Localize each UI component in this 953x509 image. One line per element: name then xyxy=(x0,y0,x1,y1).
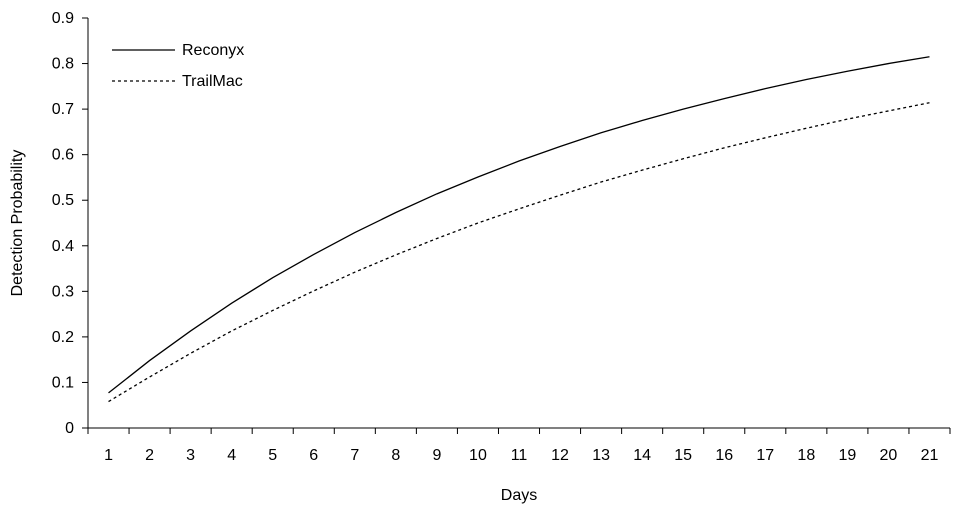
x-tick-label: 10 xyxy=(469,447,487,464)
y-tick-label: 0.8 xyxy=(52,56,74,73)
y-tick-label: 0.3 xyxy=(52,283,74,300)
x-tick-label: 8 xyxy=(391,447,400,464)
y-tick-label: 0.1 xyxy=(52,374,74,391)
x-tick-label: 18 xyxy=(797,447,815,464)
x-axis-ticks: 1 2 3 4 5 6 7 8 9 10 11 12 13 14 15 16 17 18 19 20 21 xyxy=(87,428,951,464)
x-tick-label: 1 xyxy=(104,447,113,464)
y-tick-label: 0.6 xyxy=(52,147,74,164)
y-tick-label: 0.9 xyxy=(52,10,74,27)
x-tick-label: 3 xyxy=(186,447,195,464)
y-tick-label: 0.2 xyxy=(52,329,74,346)
y-tick-label: 0.4 xyxy=(52,238,74,255)
x-tick-label: 12 xyxy=(551,447,569,464)
x-tick-label: 17 xyxy=(756,447,774,464)
x-tick-label: 15 xyxy=(674,447,692,464)
x-tick-label: 7 xyxy=(350,447,359,464)
x-tick-label: 6 xyxy=(309,447,318,464)
legend-label-reconyx: Reconyx xyxy=(182,42,244,59)
x-tick-label: 2 xyxy=(145,447,154,464)
x-tick-label: 4 xyxy=(227,447,236,464)
x-tick-label: 19 xyxy=(838,447,856,464)
x-axis-title: Days xyxy=(501,487,537,504)
x-tick-label: 5 xyxy=(268,447,277,464)
series-line-trailmac xyxy=(108,102,930,403)
x-tick-label: 20 xyxy=(880,447,898,464)
x-tick-label: 14 xyxy=(633,447,651,464)
series-layer xyxy=(108,56,930,403)
y-tick-label: 0.5 xyxy=(52,192,74,209)
x-tick-label: 13 xyxy=(592,447,610,464)
legend: Reconyx TrailMac xyxy=(112,42,244,90)
series-line-reconyx xyxy=(108,56,930,394)
legend-label-trailmac: TrailMac xyxy=(182,73,243,90)
x-tick-label: 9 xyxy=(432,447,441,464)
y-tick-label: 0.7 xyxy=(52,101,74,118)
x-tick-label: 11 xyxy=(511,447,528,464)
y-tick-label: 0 xyxy=(65,420,74,437)
x-tick-label: 16 xyxy=(715,447,733,464)
x-tick-label: 21 xyxy=(921,447,939,464)
y-axis-ticks: 0 0.1 0.2 0.3 0.4 0.5 0.6 0.7 0.8 0.9 xyxy=(52,10,88,437)
y-axis-title: Detection Probability xyxy=(9,150,26,297)
